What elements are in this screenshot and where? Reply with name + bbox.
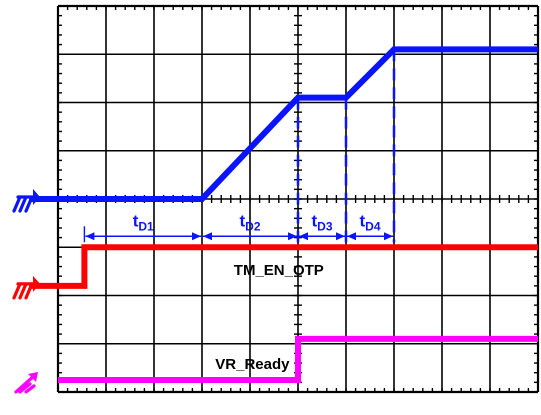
ground-icon (12, 275, 40, 300)
channel-markers (12, 189, 40, 394)
waveform-label: TM_EN_OTP (234, 262, 324, 279)
waveform-2 (29, 244, 538, 289)
dashed-markers (296, 49, 396, 243)
waveform-label: VR_Ready (215, 356, 290, 373)
interval-label: tD3 (311, 211, 332, 233)
interval-label: tD1 (133, 211, 154, 233)
waveforms (29, 46, 538, 383)
waveform-3 (58, 335, 538, 383)
annotations: TM_EN_OTP VR_Ready (215, 262, 324, 373)
arrow-up-icon (14, 371, 38, 394)
waveform-1 (29, 46, 538, 202)
interval-label: tD4 (359, 211, 380, 233)
ground-icon (12, 189, 40, 213)
